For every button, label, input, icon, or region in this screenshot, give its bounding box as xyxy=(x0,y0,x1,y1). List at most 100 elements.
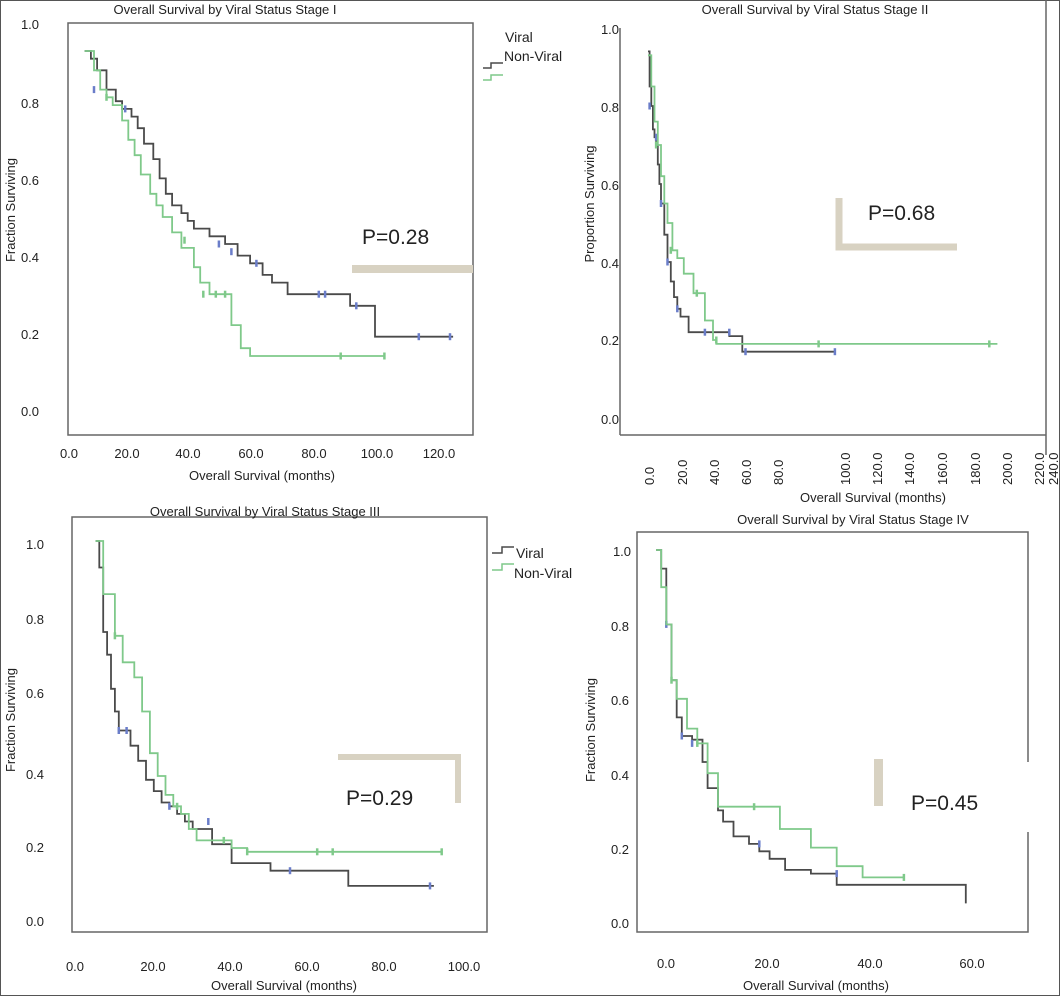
chart-title: Overall Survival by Viral Status Stage I… xyxy=(702,2,929,17)
p-value-bar xyxy=(352,265,473,273)
x-tick-label: 80.0 xyxy=(301,446,326,461)
y-tick-label: 0.8 xyxy=(26,612,44,627)
y-ticks: 0.0 0.2 0.4 0.6 0.8 1.0 xyxy=(611,544,631,931)
y-tick-label: 0.6 xyxy=(26,686,44,701)
x-tick-label: 160.0 xyxy=(935,452,950,485)
x-tick-label: 60.0 xyxy=(739,460,754,485)
p-value-bar xyxy=(835,198,957,251)
x-ticks: 0.0 20.0 40.0 60.0 80.0 100.0 xyxy=(66,959,480,974)
x-tick-label: 60.0 xyxy=(238,446,263,461)
y-tick-label: 0.6 xyxy=(611,693,629,708)
survival-line-viral xyxy=(95,540,434,887)
y-tick-label: 1.0 xyxy=(26,537,44,552)
x-tick-label: 200.0 xyxy=(1000,452,1015,485)
x-tick-label: 40.0 xyxy=(217,959,242,974)
legend: Viral Non-Viral xyxy=(492,545,572,581)
x-tick-label: 0.0 xyxy=(60,446,78,461)
y-tick-label: 1.0 xyxy=(601,22,619,37)
y-tick-label: 0.8 xyxy=(601,100,619,115)
x-axis-label: Overall Survival (months) xyxy=(211,978,357,993)
x-tick-label: 100.0 xyxy=(448,959,481,974)
x-tick-label: 40.0 xyxy=(707,460,722,485)
survival-line-viral xyxy=(656,549,967,904)
survival-line-viral xyxy=(84,50,454,338)
y-tick-label: 0.6 xyxy=(21,173,39,188)
y-axis-label: Fraction Surviving xyxy=(583,678,598,782)
legend: Viral Non-Viral xyxy=(483,29,562,81)
x-tick-label: 60.0 xyxy=(959,956,984,971)
y-tick-label: 0.2 xyxy=(26,840,44,855)
x-tick-label: 180.0 xyxy=(968,452,983,485)
x-tick-label: 20.0 xyxy=(754,956,779,971)
plot-frame xyxy=(636,531,1029,933)
y-tick-label: 0.2 xyxy=(21,327,39,342)
x-tick-label: 40.0 xyxy=(857,956,882,971)
x-axis-label: Overall Survival (months) xyxy=(743,978,889,993)
plot-frame xyxy=(71,516,488,933)
survival-line-viral xyxy=(648,50,835,353)
x-tick-label: 80.0 xyxy=(771,460,786,485)
legend-label-non-viral: Non-Viral xyxy=(514,565,572,581)
x-tick-label: 220.0 xyxy=(1032,452,1047,485)
panel-stage-3: Overall Survival by Viral Status Stage I… xyxy=(3,504,572,993)
plot-frame xyxy=(67,22,474,436)
x-tick-label: 60.0 xyxy=(294,959,319,974)
y-axis-label: Proportion Surviving xyxy=(582,145,597,262)
survival-curves xyxy=(656,549,967,904)
x-tick-label: 20.0 xyxy=(675,460,690,485)
legend-swatch-non-viral xyxy=(492,563,514,571)
y-tick-label: 1.0 xyxy=(21,17,39,32)
x-tick-label: 100.0 xyxy=(361,446,394,461)
chart-title: Overall Survival by Viral Status Stage I xyxy=(113,2,336,17)
x-axis-label: Overall Survival (months) xyxy=(189,468,335,483)
y-axis-label: Fraction Surviving xyxy=(3,158,18,262)
frame-mask xyxy=(1003,762,1058,832)
panel-stage-1: Overall Survival by Viral Status Stage I… xyxy=(3,2,562,483)
y-tick-label: 0.2 xyxy=(611,842,629,857)
x-tick-label: 0.0 xyxy=(642,467,657,485)
y-tick-label: 1.0 xyxy=(613,544,631,559)
p-value-label: P=0.45 xyxy=(911,792,978,815)
y-tick-label: 0.2 xyxy=(601,333,619,348)
y-tick-label: 0.4 xyxy=(601,256,619,271)
x-tick-label: 120.0 xyxy=(870,452,885,485)
x-tick-label: 240.0 xyxy=(1046,452,1060,485)
x-tick-label: 120.0 xyxy=(423,446,456,461)
y-tick-label: 0.4 xyxy=(611,768,629,783)
survival-line-non-viral xyxy=(95,540,442,853)
y-tick-label: 0.6 xyxy=(601,178,619,193)
x-tick-label: 40.0 xyxy=(175,446,200,461)
survival-line-non-viral xyxy=(84,50,385,357)
legend-label-non-viral: Non-Viral xyxy=(504,48,562,64)
x-ticks: 0.0 20.0 40.0 60.0 xyxy=(657,956,985,971)
p-value-label: P=0.68 xyxy=(868,202,935,225)
survival-curves xyxy=(84,50,454,360)
y-ticks: 0.0 0.2 0.4 0.6 0.8 1.0 xyxy=(26,537,44,929)
legend-swatch-viral xyxy=(483,62,503,69)
x-tick-label: 20.0 xyxy=(140,959,165,974)
y-tick-label: 0.0 xyxy=(601,412,619,427)
x-axis-label: Overall Survival (months) xyxy=(800,490,946,505)
survival-line-non-viral xyxy=(648,54,998,345)
legend-swatch-viral xyxy=(492,546,514,554)
legend-swatch-non-viral xyxy=(483,74,503,81)
panel-stage-2: Overall Survival by Viral Status Stage I… xyxy=(582,0,1060,505)
p-value-bar xyxy=(338,754,461,803)
x-tick-label: 0.0 xyxy=(66,959,84,974)
y-tick-label: 0.0 xyxy=(611,916,629,931)
y-ticks: 0.0 0.2 0.4 0.6 0.8 1.0 xyxy=(601,22,619,427)
survival-curves xyxy=(95,540,443,890)
x-tick-label: 80.0 xyxy=(371,959,396,974)
p-value-bar xyxy=(874,759,883,806)
y-tick-label: 0.0 xyxy=(21,404,39,419)
legend-label-viral: Viral xyxy=(516,545,544,561)
y-tick-label: 0.8 xyxy=(21,96,39,111)
panel-stage-4: Overall Survival by Viral Status Stage I… xyxy=(583,512,1058,993)
y-tick-label: 0.0 xyxy=(26,914,44,929)
y-axis-label: Fraction Surviving xyxy=(3,668,18,772)
x-tick-label: 0.0 xyxy=(657,956,675,971)
x-tick-label: 140.0 xyxy=(902,452,917,485)
y-tick-label: 0.4 xyxy=(21,250,39,265)
y-ticks: 0.0 0.2 0.4 0.6 0.8 1.0 xyxy=(21,17,39,419)
